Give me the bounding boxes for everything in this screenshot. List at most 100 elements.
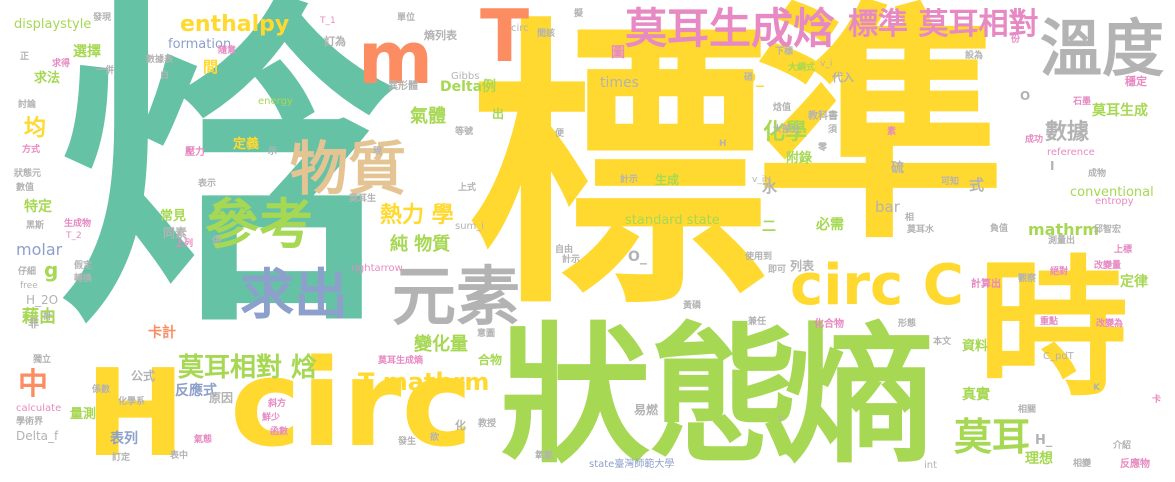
word: 熵 (784, 310, 935, 482)
word: 便 (555, 129, 565, 139)
word: 數值 (16, 183, 35, 193)
word: 出 (492, 107, 505, 121)
word: 即可 (768, 265, 787, 275)
word: H (719, 139, 727, 149)
word: 石墨 (1073, 97, 1092, 107)
word: 等號 (455, 127, 474, 137)
word: g (44, 258, 59, 282)
word: 異形體 (388, 81, 418, 92)
word: 溫度 (1040, 12, 1165, 85)
word: 零 (818, 143, 828, 153)
word: 莫耳生 (349, 194, 377, 204)
word: 改變量 (1094, 261, 1122, 271)
word: 同素 (163, 226, 188, 240)
word: 表列 (110, 431, 138, 447)
word: 隨意 (218, 46, 237, 56)
word: 合物 (478, 353, 503, 367)
word: 焓 (58, 0, 398, 368)
word: v_i (820, 59, 833, 69)
word: 大綱式 (788, 63, 816, 73)
word: 係數 (92, 385, 111, 395)
word: 假定 (74, 261, 93, 271)
word: 化 (455, 419, 466, 432)
word: 氣態 (194, 435, 213, 445)
word: 氣體 (410, 106, 446, 127)
word: 莫耳生成熵 (378, 356, 424, 366)
word: 正 (20, 52, 30, 62)
word: 參考 (205, 193, 313, 256)
word: 時 (978, 243, 1129, 417)
word: 訂為 (324, 35, 346, 48)
word: circ C (790, 253, 964, 318)
word: 絕對 (1050, 267, 1069, 277)
word: times (600, 75, 639, 91)
word: 獨立 (33, 355, 52, 365)
word: 反應物 (1120, 459, 1150, 470)
word: 大部分 (773, 125, 801, 135)
word: 重點 (1040, 317, 1059, 327)
word: 使用到 (745, 252, 773, 262)
word: 純 物質 (390, 234, 451, 255)
word: 相關 (1018, 405, 1037, 415)
word: circ (511, 23, 529, 34)
word: standard state (625, 213, 720, 228)
word: 熵列表 (424, 29, 457, 42)
word: entropy (1095, 196, 1134, 207)
word: O_ (628, 249, 647, 265)
word: 介紹 (1113, 441, 1132, 451)
word: 發生 (398, 437, 417, 447)
word: 理想 (1025, 451, 1053, 467)
word: 均 (24, 116, 47, 141)
word: 莫耳生成焓 (625, 4, 836, 53)
word: 須 (828, 125, 838, 135)
word: 發現 (93, 13, 112, 23)
word: 求法 (34, 71, 61, 86)
word: 莫耳水 (907, 225, 935, 235)
word: 莫耳生成 (1092, 103, 1148, 119)
word: 焓值 (773, 103, 792, 113)
word: 上標 (1114, 245, 1133, 255)
word: 壓力 (185, 147, 205, 158)
word: 間該 (537, 29, 556, 39)
word: 訂定 (112, 453, 131, 463)
word: int (924, 460, 938, 471)
word: 卡 (1152, 395, 1162, 405)
word: 形態 (898, 319, 917, 329)
word: 二 (762, 219, 776, 235)
word: 穩定 (1125, 75, 1147, 88)
word: s (778, 413, 784, 424)
word: 量測 (70, 407, 97, 422)
word: 原因 (209, 391, 234, 405)
word: 供 (212, 236, 222, 246)
word: 欲 (430, 433, 440, 443)
word: 邱智宏 (1094, 225, 1122, 235)
word: calculate (16, 403, 62, 414)
word: H (85, 345, 186, 482)
word: rightarrow (351, 263, 403, 274)
word: 仔細 (18, 267, 37, 277)
word: molar (16, 240, 63, 259)
word: 表示 (198, 179, 217, 189)
word: 數據 (1045, 120, 1090, 145)
word: formation (168, 37, 232, 52)
word: 可知 (941, 177, 960, 187)
word: 選擇 (73, 44, 101, 60)
word: 莫耳相對 焓 (178, 353, 318, 383)
word: 變化量 (414, 334, 468, 355)
word: 反應式 (175, 383, 217, 399)
word: 硫 (891, 161, 905, 176)
word: reference (1047, 147, 1095, 158)
word: 化合物 (814, 319, 844, 330)
word: 計示 (562, 255, 581, 265)
word: 鮮少 (262, 413, 281, 423)
word: 成功 (1025, 135, 1044, 145)
word: 準 (755, 0, 1005, 272)
word: 莫耳 (954, 415, 1031, 459)
word: 上式 (458, 183, 477, 193)
word: 卡計 (148, 325, 176, 341)
word: 附錄 (786, 151, 813, 166)
word: 圖 (611, 45, 625, 61)
word: 氧氣 (535, 451, 554, 461)
word: 計算出 (971, 279, 1001, 290)
word: H_2O (26, 293, 59, 307)
